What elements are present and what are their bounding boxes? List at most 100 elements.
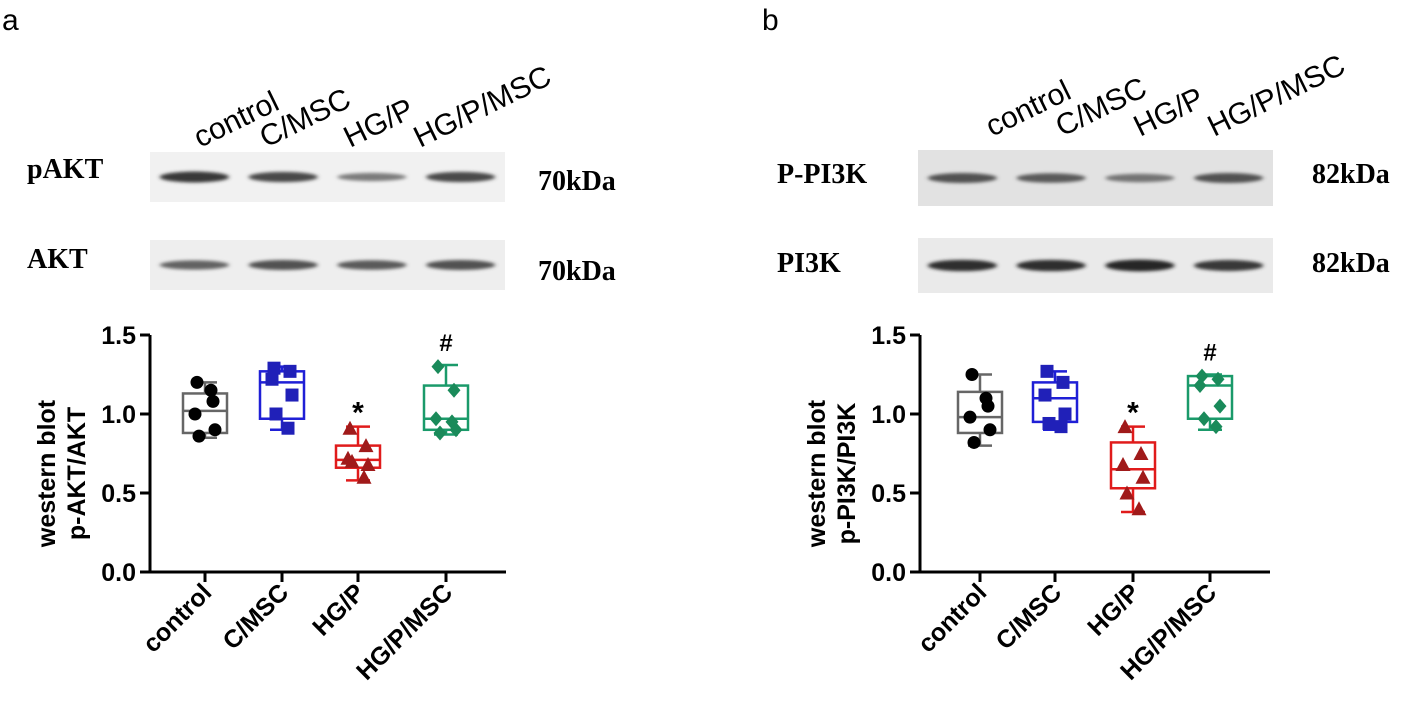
data-point [206, 394, 220, 408]
box-group [1031, 364, 1079, 434]
blot-name: AKT [27, 244, 88, 275]
blot-band [426, 260, 496, 270]
significance-mark: # [1203, 340, 1216, 367]
data-point [1040, 364, 1054, 378]
data-point [1054, 420, 1068, 434]
blot-band [1016, 173, 1086, 183]
blot-p-pi3k [918, 150, 1273, 206]
data-point [1133, 446, 1149, 460]
data-point [447, 382, 461, 398]
y-tick-label: 0.5 [871, 480, 906, 508]
box-iqr [181, 392, 229, 435]
panel-b: b control C/MSC HG/P HG/P/MSC P-PI3K 82k… [762, 4, 1390, 686]
blot-size: 82kDa [1312, 248, 1390, 279]
y-tick-label: 0.0 [871, 559, 906, 587]
x-tick-label: control [913, 578, 993, 658]
data-point [281, 421, 295, 435]
y-tick-label: 0.0 [101, 559, 136, 587]
data-point [431, 359, 445, 375]
blot-pi3k [918, 238, 1273, 293]
box-chart-a: 0.0 0.5 1.0 1.5 western blot p-AKT/AKT control… [33, 322, 506, 686]
data-point [1115, 457, 1131, 472]
blot-band [248, 171, 318, 183]
blot-band [1194, 173, 1264, 183]
data-point [344, 453, 360, 468]
data-point [965, 368, 979, 381]
blot-band [927, 259, 997, 272]
data-point [433, 425, 447, 441]
data-point [1135, 469, 1151, 484]
y-tick-label: 1.5 [871, 322, 906, 350]
blot-size: 82kDa [1312, 159, 1390, 190]
x-tick-label: C/MSC [217, 578, 294, 655]
y-axis-label: western blot [33, 399, 61, 548]
blot-band [248, 260, 318, 270]
x-tick-label: HG/P [307, 578, 370, 641]
box-group: * [1109, 397, 1157, 516]
significance-mark: * [352, 397, 364, 430]
lane-label: HG/P/MSC [1203, 49, 1351, 144]
y-axis-label: p-PI3K/PI3K [833, 403, 861, 545]
data-point [967, 435, 981, 449]
data-point [1038, 388, 1052, 402]
data-point [983, 423, 997, 437]
blot-pakt [150, 152, 505, 202]
significance-mark: # [439, 330, 452, 357]
data-point [358, 438, 374, 453]
data-point [283, 364, 297, 378]
y-axis-label: p-AKT/AKT [63, 407, 91, 540]
x-tick-label: HG/P [1082, 578, 1145, 641]
data-point [1119, 485, 1135, 500]
y-axis-label: western blot [803, 399, 831, 548]
box-group [181, 375, 229, 443]
data-point [1131, 501, 1147, 516]
blot-band [1194, 260, 1264, 271]
x-tick-label: HG/P/MSC [351, 578, 458, 685]
data-point [1213, 398, 1227, 414]
x-tick-label: C/MSC [990, 578, 1067, 655]
y-tick-label: 0.5 [101, 480, 136, 508]
data-point [267, 361, 281, 375]
data-point [1209, 419, 1223, 435]
box-chart-b: 0.0 0.5 1.0 1.5 western blot p-PI3K/PI3K contr… [803, 322, 1270, 686]
blot-size: 70kDa [538, 166, 616, 197]
y-tick-label: 1.0 [871, 401, 906, 429]
panel-letter-b: b [762, 4, 779, 37]
blot-band [159, 260, 229, 270]
data-point [429, 411, 443, 427]
blot-band [927, 173, 997, 183]
data-point [1058, 407, 1072, 421]
data-point [192, 429, 206, 443]
data-point [208, 423, 222, 437]
box-iqr [1186, 374, 1234, 420]
data-point [188, 407, 202, 421]
data-point [1056, 375, 1070, 389]
data-point [204, 383, 218, 397]
blot-band [426, 171, 496, 183]
lane-label: HG/P/MSC [409, 60, 557, 155]
data-point [1042, 416, 1056, 430]
box-iqr [1109, 441, 1157, 490]
significance-mark: * [1127, 397, 1139, 430]
blot-size: 70kDa [538, 256, 616, 287]
box-group: # [1186, 340, 1234, 435]
box-group [258, 361, 306, 435]
box-group: # [422, 330, 470, 441]
panel-letter-a: a [2, 4, 19, 37]
box-group: * [334, 397, 382, 484]
blot-band [1105, 173, 1175, 183]
blot-name: pAKT [27, 154, 104, 185]
data-point [190, 375, 204, 389]
data-point [269, 407, 283, 421]
blot-akt [150, 240, 505, 290]
data-point [1117, 419, 1133, 434]
y-tick-label: 1.0 [101, 401, 136, 429]
data-point [1193, 378, 1207, 394]
data-point [963, 410, 977, 424]
data-point [979, 391, 993, 405]
box-group [956, 368, 1004, 449]
data-point [356, 469, 372, 484]
data-point [1211, 371, 1225, 387]
x-tick-label: control [138, 578, 218, 658]
data-point [342, 420, 358, 435]
